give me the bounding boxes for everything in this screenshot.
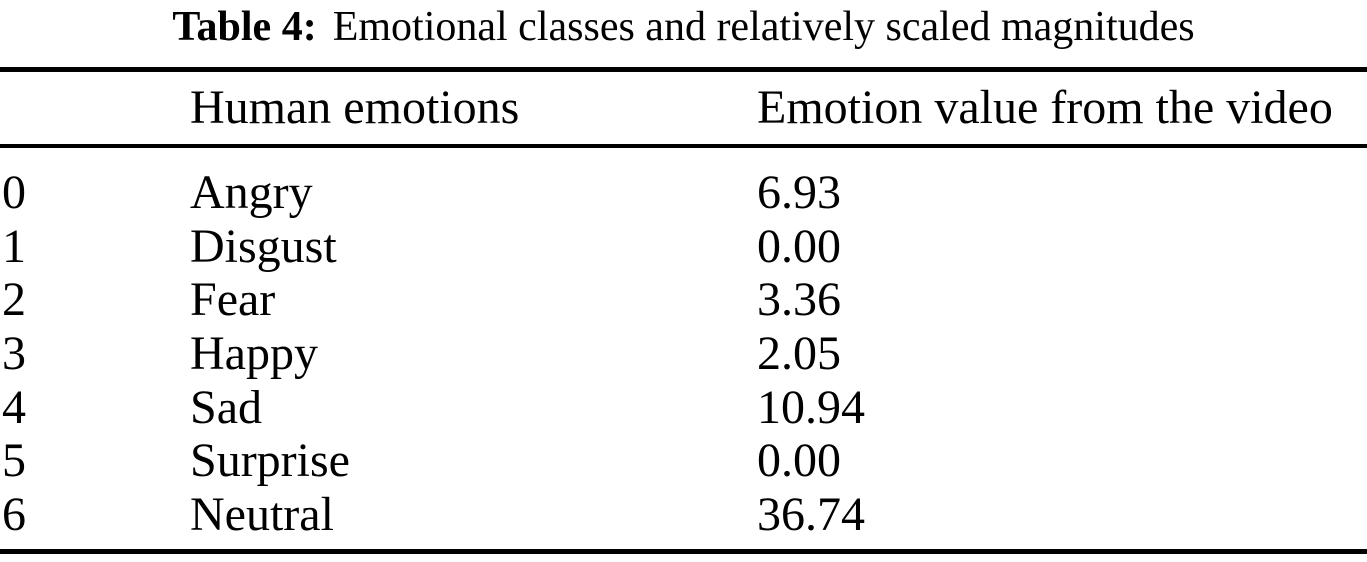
table-header-rule <box>0 144 1367 148</box>
table-bottom-rule <box>0 549 1367 554</box>
row-emotion: Angry <box>190 166 313 219</box>
row-emotion: Neutral <box>190 488 334 542</box>
header-human-emotions: Human emotions <box>190 81 520 134</box>
row-emotion: Disgust <box>190 219 337 273</box>
row-emotion: Happy <box>190 327 318 381</box>
table-row: 1 Disgust 0.00 <box>0 220 1367 274</box>
table-row: 5 Surprise 0.00 <box>0 434 1367 488</box>
row-value: 36.74 <box>757 488 865 542</box>
row-value: 3.36 <box>757 273 841 327</box>
row-emotion: Fear <box>190 273 276 327</box>
row-index: 3 <box>2 327 26 381</box>
row-emotion: Sad <box>190 380 262 434</box>
table-caption-label: Table 4: <box>172 4 317 50</box>
row-index: 4 <box>2 380 26 434</box>
table-row: 3 Happy 2.05 <box>0 327 1367 381</box>
row-value: 2.05 <box>757 327 841 381</box>
table-body: 0 Angry 6.93 1 Disgust 0.00 2 Fear 3.36 … <box>0 166 1367 542</box>
row-index: 5 <box>2 434 26 488</box>
row-value: 0.00 <box>757 219 841 273</box>
row-value: 0.00 <box>757 434 841 488</box>
table-row: 2 Fear 3.36 <box>0 273 1367 327</box>
row-index: 6 <box>2 488 26 542</box>
header-index-column <box>0 76 190 144</box>
header-emotion-value: Emotion value from the video <box>757 81 1333 134</box>
table-header-row: Human emotions Emotion value from the vi… <box>0 76 1367 144</box>
table-row: 0 Angry 6.93 <box>0 166 1367 220</box>
table-caption: Table 4: Emotional classes and relatively… <box>0 2 1367 52</box>
row-value: 6.93 <box>757 166 841 219</box>
table-row: 4 Sad 10.94 <box>0 381 1367 435</box>
row-emotion: Surprise <box>190 434 350 488</box>
table-caption-text: Emotional classes and relatively scaled … <box>332 4 1195 50</box>
table-top-rule <box>0 67 1367 72</box>
row-index: 0 <box>2 166 26 219</box>
row-index: 2 <box>2 273 26 327</box>
row-value: 10.94 <box>757 380 865 434</box>
table-row: 6 Neutral 36.74 <box>0 488 1367 542</box>
row-index: 1 <box>2 219 26 273</box>
